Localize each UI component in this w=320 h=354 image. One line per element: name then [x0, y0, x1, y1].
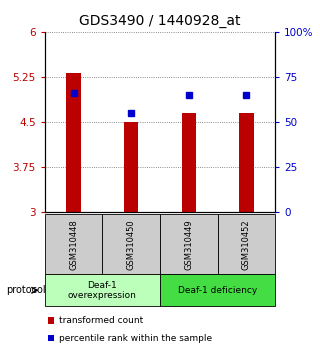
Bar — [124, 122, 138, 212]
Text: GSM310449: GSM310449 — [184, 219, 193, 270]
Text: Deaf-1 deficiency: Deaf-1 deficiency — [178, 286, 257, 295]
Text: protocol: protocol — [6, 285, 46, 295]
Bar — [239, 113, 253, 212]
Text: GSM310452: GSM310452 — [242, 219, 251, 270]
Bar — [67, 73, 81, 212]
Text: GSM310448: GSM310448 — [69, 219, 78, 270]
Bar — [181, 113, 196, 212]
Text: percentile rank within the sample: percentile rank within the sample — [59, 333, 212, 343]
Text: Deaf-1
overexpression: Deaf-1 overexpression — [68, 281, 137, 300]
Text: transformed count: transformed count — [59, 316, 143, 325]
Text: GDS3490 / 1440928_at: GDS3490 / 1440928_at — [79, 14, 241, 28]
Text: GSM310450: GSM310450 — [127, 219, 136, 270]
